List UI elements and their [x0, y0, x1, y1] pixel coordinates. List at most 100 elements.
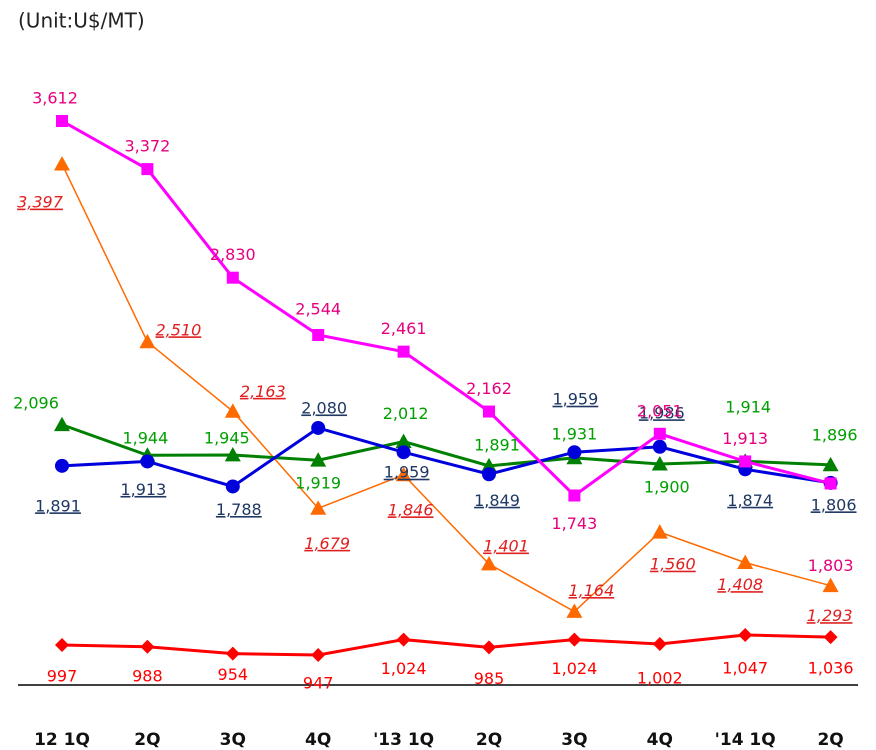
marker — [738, 627, 753, 642]
marker — [483, 405, 495, 418]
data-label: 1,896 — [812, 425, 858, 444]
marker — [226, 271, 239, 284]
data-label: 1,560 — [650, 555, 696, 574]
data-label: 2,162 — [466, 379, 512, 398]
x-tick-label: 3Q — [561, 730, 587, 750]
data-label: 1,931 — [551, 424, 597, 443]
marker — [139, 333, 156, 349]
data-label: 1,036 — [808, 659, 854, 678]
data-label: 1,679 — [304, 534, 350, 553]
x-tick-label: 2Q — [817, 730, 843, 750]
data-label: 1,891 — [35, 496, 81, 515]
marker — [651, 456, 668, 471]
data-label: 2,510 — [155, 320, 201, 339]
marker — [224, 403, 241, 418]
data-label: 1,293 — [807, 606, 853, 625]
x-tick-label: 12 1Q — [34, 730, 90, 750]
data-label: 2,051 — [637, 401, 683, 420]
marker — [224, 447, 241, 462]
data-label: 1,874 — [727, 491, 773, 510]
data-label: 1,913 — [722, 429, 768, 448]
marker — [566, 603, 583, 618]
data-label: 1,002 — [637, 668, 683, 687]
marker — [225, 479, 240, 494]
data-label: 2,096 — [13, 393, 59, 412]
data-label: 954 — [218, 665, 249, 684]
data-label: 1,047 — [722, 658, 768, 677]
data-label: 1,024 — [381, 659, 427, 678]
marker — [310, 500, 327, 515]
data-label: 1,408 — [717, 575, 763, 594]
data-label: 1,806 — [811, 495, 857, 514]
marker — [54, 156, 70, 171]
marker — [310, 452, 327, 467]
data-label: 1,959 — [552, 390, 598, 409]
data-label: 1,803 — [808, 556, 854, 575]
marker — [140, 639, 155, 654]
series-line — [61, 423, 831, 468]
data-label: 2,012 — [383, 404, 429, 423]
data-label: 2,544 — [295, 300, 341, 319]
data-label: 2,830 — [210, 245, 256, 264]
marker — [482, 640, 496, 655]
series-line — [61, 163, 831, 613]
marker — [55, 637, 69, 652]
marker — [312, 329, 325, 342]
marker — [482, 467, 496, 482]
chart-title: (Unit:U$/MT) — [18, 9, 145, 33]
marker — [140, 454, 155, 469]
series-line — [61, 633, 831, 657]
data-label: 2,461 — [381, 319, 427, 338]
marker — [395, 433, 412, 449]
marker — [567, 632, 582, 647]
x-tick-label: 4Q — [647, 730, 673, 750]
series-line — [61, 426, 831, 489]
data-label: 3,372 — [124, 137, 170, 156]
data-label: 2,080 — [301, 398, 347, 417]
data-label: 1,164 — [568, 581, 614, 600]
marker — [651, 524, 668, 539]
marker — [568, 489, 581, 502]
data-label: 1,914 — [725, 398, 771, 417]
series-line — [61, 119, 831, 498]
x-tick-label: 2Q — [134, 730, 160, 750]
x-tick-label: 3Q — [220, 730, 246, 750]
marker — [396, 632, 411, 647]
data-label: 1,788 — [216, 500, 262, 519]
data-label: 1,846 — [388, 500, 434, 519]
marker — [395, 466, 412, 482]
x-tick-label: '14 1Q — [715, 730, 776, 750]
data-label: 1,919 — [295, 474, 341, 493]
data-label: 988 — [132, 666, 163, 685]
data-label: 1,945 — [204, 429, 250, 448]
marker — [737, 554, 754, 570]
marker — [822, 577, 839, 593]
data-label: 1,024 — [551, 659, 597, 678]
data-label: 1,986 — [639, 403, 685, 422]
x-tick-label: 4Q — [305, 730, 331, 750]
marker — [824, 477, 837, 490]
data-label: 997 — [47, 666, 78, 685]
x-tick-label: 2Q — [476, 730, 502, 750]
marker — [56, 115, 68, 127]
data-label: 1,849 — [474, 491, 520, 510]
data-label: 1,401 — [483, 537, 529, 556]
data-label: 3,612 — [32, 89, 78, 108]
data-label: 985 — [474, 669, 505, 688]
marker — [311, 420, 326, 435]
data-label: 1,913 — [120, 480, 166, 499]
marker — [739, 455, 752, 468]
marker — [397, 345, 410, 358]
marker — [141, 163, 154, 176]
marker — [225, 646, 240, 661]
data-label: 1,743 — [551, 514, 597, 533]
marker — [652, 636, 667, 651]
marker — [481, 556, 497, 571]
data-label: 1,900 — [644, 478, 690, 497]
marker — [567, 445, 582, 460]
marker — [54, 416, 70, 432]
data-label: 1,891 — [474, 435, 520, 454]
marker — [396, 445, 411, 460]
x-tick-label: '13 1Q — [373, 730, 434, 750]
